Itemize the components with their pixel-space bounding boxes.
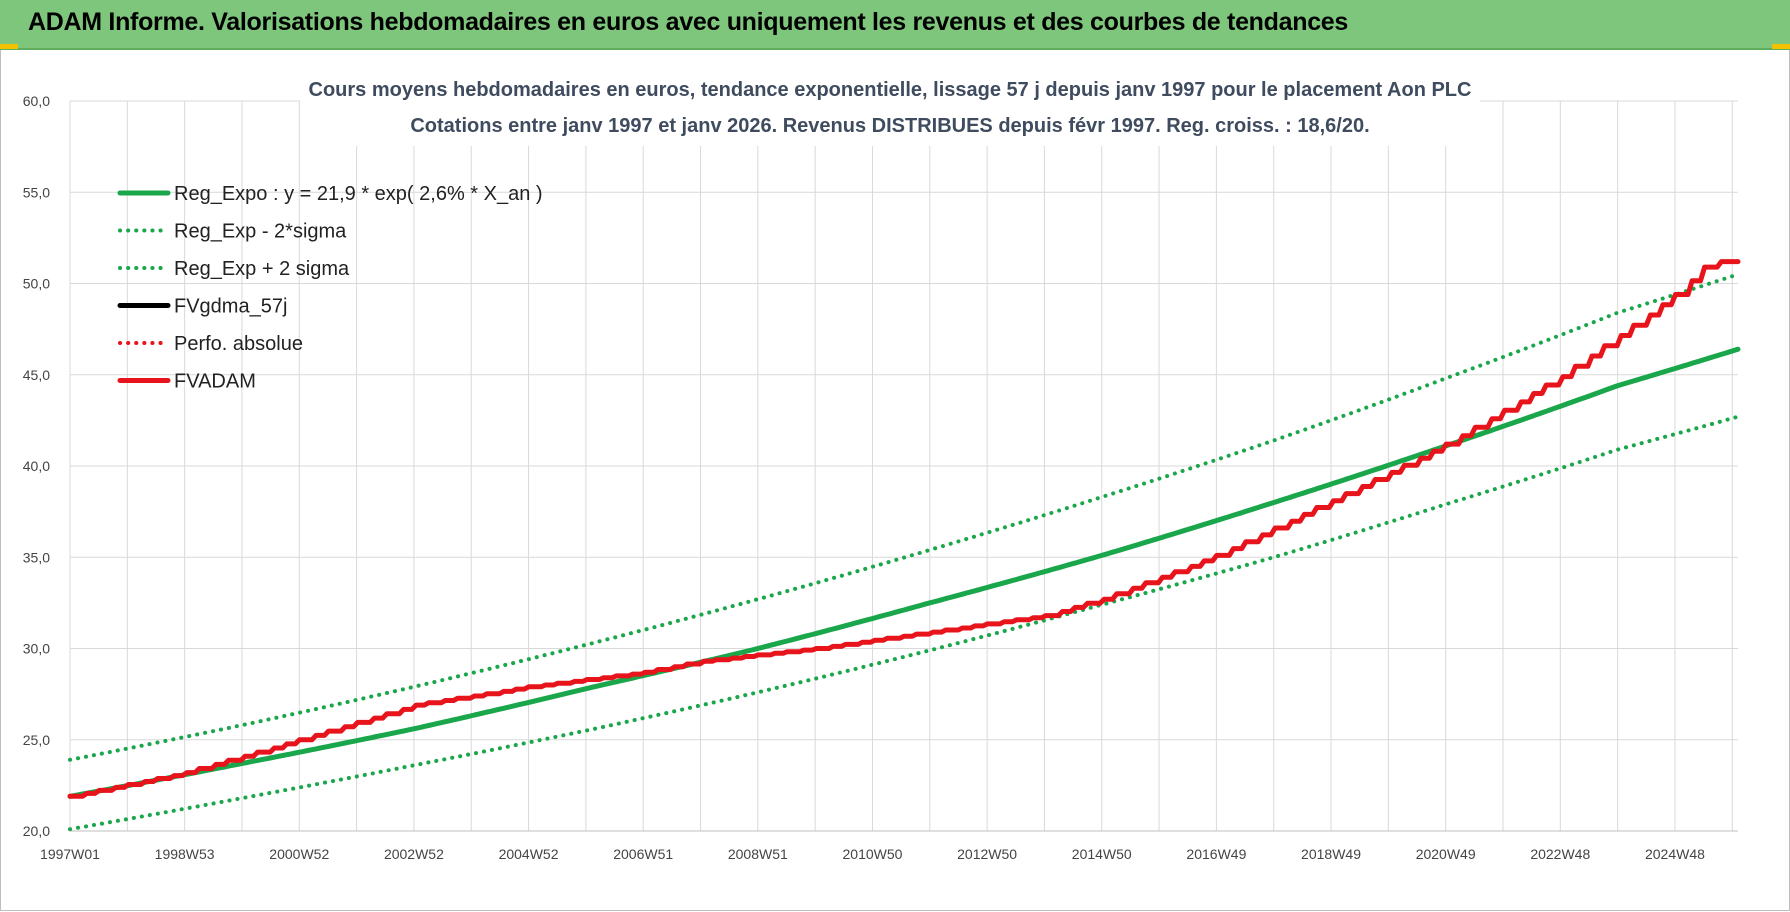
x-tick-label: 2010W50 [843,846,903,862]
y-tick-label: 40,0 [23,458,50,474]
legend-label: FVADAM [174,371,256,393]
x-tick-label: 2018W49 [1301,846,1361,862]
legend-label: Reg_Exp + 2 sigma [174,258,350,280]
x-tick-label: 2004W52 [499,846,559,862]
banner: ADAM Informe. Valorisations hebdomadaire… [0,0,1790,50]
series-line-3 [68,260,1740,798]
legend-label: Reg_Exp - 2*sigma [174,221,347,243]
series [67,259,1741,832]
x-tick-label: 1997W01 [40,846,100,862]
legend-label: Reg_Expo : y = 21,9 * exp( 2,6% * X_an ) [174,183,543,205]
grid [69,100,1738,832]
x-tick-label: 1998W53 [155,846,215,862]
series-line-1 [68,414,1740,832]
series-line-4 [68,259,1740,799]
series-line-2 [68,272,1740,762]
chart-subtitle: Cotations entre janv 1997 et janv 2026. … [410,115,1369,137]
y-tick-label: 50,0 [23,276,50,292]
x-tick-label: 2022W48 [1530,846,1590,862]
y-tick-label: 30,0 [23,641,50,657]
series-line-0 [67,346,1741,799]
x-tick-label: 2008W51 [728,846,788,862]
x-tick-label: 2020W49 [1416,846,1476,862]
y-tick-label: 25,0 [23,732,50,748]
y-tick-label: 35,0 [23,549,50,565]
legend: Reg_Expo : y = 21,9 * exp( 2,6% * X_an )… [117,183,543,393]
legend-label: Perfo. absolue [174,333,303,355]
x-tick-label: 2012W50 [957,846,1017,862]
x-axis: 1997W01 1998W53 2000W52 2002W52 2004W52 2006W… [40,846,1705,862]
title-background [300,66,1480,146]
y-tick-label: 20,0 [23,823,50,839]
corner-marker-top-left [0,44,18,49]
y-tick-label: 45,0 [23,367,50,383]
x-tick-label: 2002W52 [384,846,444,862]
banner-title: ADAM Informe. Valorisations hebdomadaire… [28,8,1349,36]
y-tick-label: 55,0 [23,184,50,200]
x-tick-label: 2024W48 [1645,846,1705,862]
series-line-5 [67,259,1741,799]
x-tick-label: 2014W50 [1072,846,1132,862]
legend-label: FVgdma_57j [174,296,287,318]
y-tick-label: 60,0 [23,93,50,109]
x-tick-label: 2000W52 [269,846,329,862]
y-axis: 20,0 25,0 30,0 35,0 40,0 45,0 50,0 55,0 60,0 [23,93,50,839]
corner-marker-top-right [1772,44,1790,49]
x-tick-label: 2006W51 [613,846,673,862]
chart-title: Cours moyens hebdomadaires en euros, ten… [309,79,1472,101]
x-tick-label: 2016W49 [1186,846,1246,862]
